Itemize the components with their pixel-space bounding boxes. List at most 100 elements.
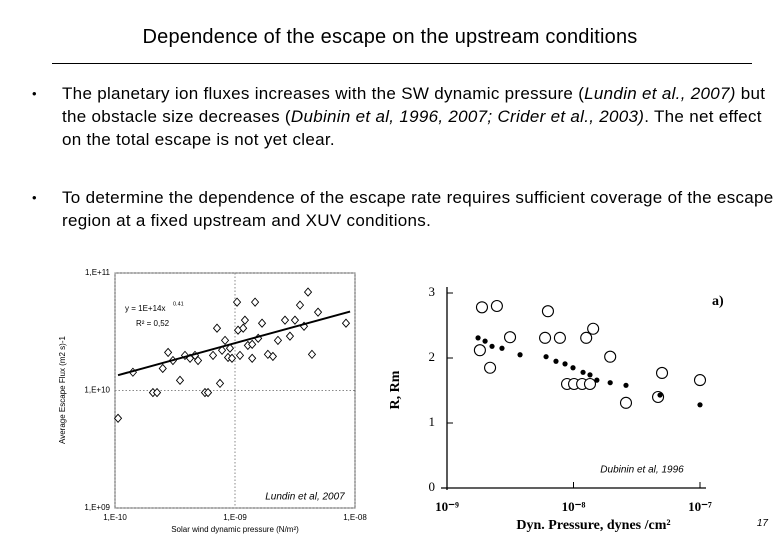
point	[227, 353, 237, 363]
page-number: 17	[756, 518, 768, 529]
equation-exponent: 0.41	[173, 301, 184, 307]
point	[562, 361, 568, 367]
panel-label: a)	[712, 294, 724, 309]
point	[553, 331, 566, 344]
point	[225, 343, 235, 353]
bullet: To determine the dependence of the escap…	[32, 186, 774, 232]
source-box	[257, 489, 353, 505]
point	[193, 355, 203, 366]
point	[594, 377, 600, 383]
equation: y = 1E+14x	[125, 304, 165, 313]
point	[290, 315, 300, 325]
y-tick-label: 1	[429, 414, 436, 429]
point	[307, 349, 317, 360]
x-tick-label: 1,E-09	[223, 513, 247, 522]
point	[580, 369, 586, 375]
point	[473, 344, 486, 357]
point	[235, 350, 245, 361]
chart: 1,E-10 1,E-09 1,E-08 1,E+09 1,E+10 1,E+11 Sola…	[58, 268, 367, 534]
x-tick-label: 1,E-08	[343, 513, 367, 522]
y-tick-label: 0	[429, 479, 436, 494]
point	[623, 382, 629, 388]
point	[175, 375, 185, 386]
point	[553, 358, 559, 364]
x-axis-label: Dyn. Pressure, dynes /cm²	[516, 518, 670, 533]
point	[587, 372, 593, 378]
y-tick-label: 1,E+11	[85, 268, 111, 277]
x-tick-label: 10⁻⁹	[435, 499, 459, 514]
bullet-text: Lundin et al., 2007)	[584, 84, 736, 103]
point	[655, 366, 669, 380]
bullet-text: Dubinin et al, 1996, 2007; Crider et al.…	[290, 107, 645, 126]
y-tick-label: 1,E+10	[84, 386, 110, 395]
source-label: Lundin et al, 2007	[265, 492, 345, 503]
point	[539, 331, 552, 344]
y-tick-label: 2	[429, 349, 436, 364]
point	[587, 322, 600, 335]
fit-line	[117, 310, 351, 377]
bullet-text: The planetary ion fluxes increases with …	[62, 84, 585, 103]
point	[652, 390, 665, 404]
point	[303, 287, 313, 297]
y-axis-label: Average Escape Flux (m2 s)-1	[58, 336, 67, 444]
y-tick-label: 3	[429, 284, 436, 299]
point	[295, 300, 305, 310]
point	[517, 352, 523, 358]
point	[657, 392, 663, 398]
point	[693, 374, 707, 387]
point	[240, 315, 250, 325]
bullet-text: . The net effect on the total escape is …	[62, 107, 762, 149]
point	[607, 380, 613, 386]
source-label: Dubinin et al, 1996	[600, 465, 684, 476]
point	[489, 343, 495, 349]
point	[208, 350, 218, 361]
chart: 10⁻⁹ 10⁻⁸ 10⁻⁷ 0 1 2 3 Dyn. Pressure, dynes /cm…	[388, 284, 724, 533]
point	[239, 323, 248, 333]
point	[152, 387, 162, 398]
point	[212, 323, 222, 333]
point	[697, 402, 703, 408]
point	[273, 335, 283, 346]
y-tick-label: 1,E+09	[84, 503, 110, 512]
point	[163, 347, 173, 358]
point	[285, 331, 295, 341]
point	[113, 413, 123, 423]
point	[248, 353, 257, 363]
point	[158, 363, 167, 374]
point	[475, 335, 481, 341]
point	[604, 350, 617, 363]
bullet: The planetary ion fluxes increases with …	[32, 82, 774, 151]
point	[257, 318, 267, 328]
point	[475, 301, 489, 314]
point	[220, 335, 230, 346]
point	[484, 361, 497, 374]
point	[217, 345, 227, 355]
point	[619, 396, 633, 409]
point	[482, 338, 488, 344]
point	[580, 331, 593, 344]
point	[248, 339, 257, 350]
title-rule	[52, 63, 752, 64]
point	[268, 351, 278, 362]
point	[583, 377, 597, 391]
point	[280, 315, 290, 325]
point	[313, 307, 323, 317]
bullet-text: To determine the dependence of the escap…	[62, 188, 774, 230]
point	[499, 345, 505, 351]
point	[232, 297, 242, 307]
point	[203, 387, 213, 398]
point	[215, 378, 225, 389]
source-box	[594, 462, 690, 478]
point	[503, 331, 517, 344]
point	[341, 318, 351, 328]
point	[570, 365, 576, 371]
bullet-text: but the obstacle size decreases (	[62, 84, 766, 126]
r-squared: R² = 0,52	[136, 319, 170, 328]
point	[543, 354, 549, 360]
slide-title: Dependence of the escape on the upstream…	[142, 26, 638, 48]
x-tick-label: 10⁻⁸	[562, 499, 586, 514]
x-axis-label: Solar wind dynamic pressure (N/m²)	[171, 525, 299, 534]
point	[490, 299, 503, 313]
